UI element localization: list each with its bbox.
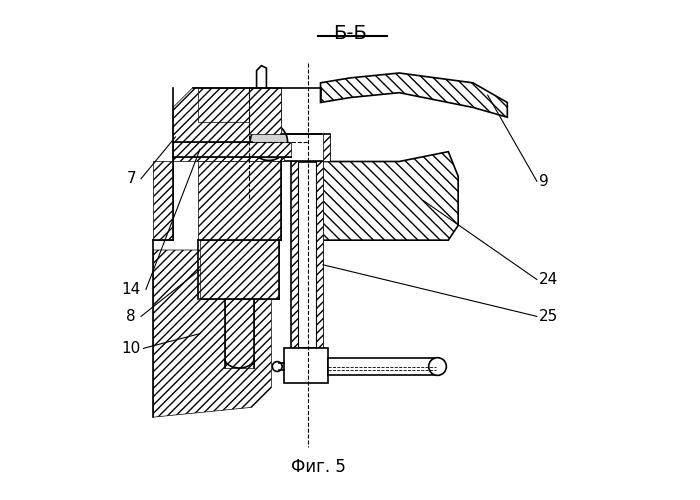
Text: 14: 14 — [122, 282, 141, 297]
Text: 24: 24 — [539, 272, 559, 287]
Text: 10: 10 — [122, 341, 141, 356]
FancyBboxPatch shape — [281, 134, 330, 162]
Polygon shape — [249, 88, 281, 134]
Polygon shape — [197, 162, 281, 240]
Text: Фиг. 5: Фиг. 5 — [290, 458, 346, 476]
Text: 25: 25 — [539, 309, 559, 324]
Circle shape — [250, 123, 288, 160]
FancyBboxPatch shape — [328, 358, 436, 376]
Polygon shape — [291, 162, 298, 348]
Polygon shape — [153, 250, 272, 417]
FancyBboxPatch shape — [284, 348, 328, 383]
Polygon shape — [323, 134, 330, 162]
Polygon shape — [200, 240, 279, 299]
Text: Б-Б: Б-Б — [333, 24, 367, 43]
Text: 9: 9 — [539, 174, 549, 188]
Text: 8: 8 — [127, 309, 136, 324]
Circle shape — [428, 358, 447, 376]
Polygon shape — [281, 134, 284, 162]
Polygon shape — [173, 142, 291, 156]
Polygon shape — [153, 162, 173, 240]
Polygon shape — [321, 152, 458, 240]
Polygon shape — [316, 162, 323, 348]
Polygon shape — [225, 299, 254, 368]
Polygon shape — [321, 73, 508, 117]
FancyBboxPatch shape — [291, 162, 323, 348]
Polygon shape — [173, 88, 281, 162]
Polygon shape — [197, 88, 281, 122]
Text: 7: 7 — [127, 171, 136, 186]
